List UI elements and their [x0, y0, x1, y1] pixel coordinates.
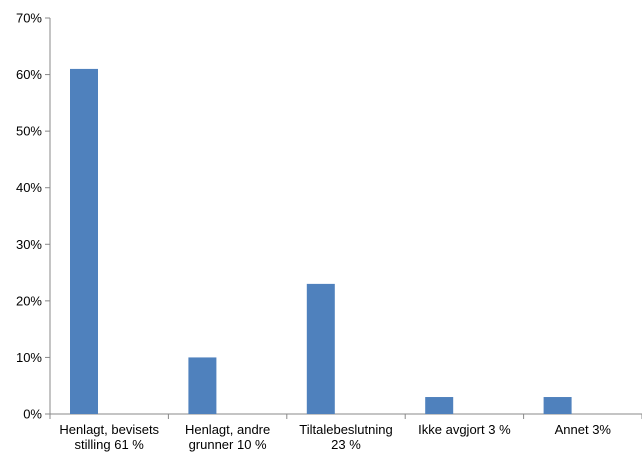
x-category-label-line: Tiltalebeslutning — [299, 422, 392, 437]
bar — [543, 397, 572, 414]
y-tick-label: 20% — [16, 293, 42, 308]
y-tick-label: 60% — [16, 67, 42, 82]
x-category-label-line: Annet 3% — [555, 422, 612, 437]
bar — [70, 68, 98, 415]
x-axis: Henlagt, bevisets stilling 61 % Henlagt, a… — [49, 413, 642, 452]
x-category-label: Ikke avgjort 3 % — [418, 422, 511, 437]
x-category-label: Tiltalebeslutning 23 % — [299, 422, 392, 452]
x-category-label-line: 23 % — [331, 437, 361, 452]
x-category-label-line: Henlagt, bevisets — [59, 422, 159, 437]
y-tick-label: 70% — [16, 11, 42, 26]
y-tick-label: 10% — [16, 350, 42, 365]
y-tick-label: 40% — [16, 180, 42, 195]
x-category-label-line: grunner 10 % — [189, 437, 267, 452]
bar — [188, 357, 217, 414]
y-tick-label: 30% — [16, 237, 42, 252]
y-tick-label: 0% — [23, 407, 42, 422]
y-axis: 0% 10% 20% 30% 40% 50% 60% 70% — [16, 11, 51, 422]
x-category-label: Annet 3% — [555, 422, 612, 437]
x-category-label-line: Henlagt, andre — [185, 422, 270, 437]
x-category-label-line: stilling 61 % — [75, 437, 145, 452]
x-category-label: Henlagt, andre grunner 10 % — [185, 422, 270, 452]
bars — [70, 68, 572, 415]
x-category-label: Henlagt, bevisets stilling 61 % — [59, 422, 159, 452]
x-category-label-line: Ikke avgjort 3 % — [418, 422, 511, 437]
bar — [425, 397, 454, 414]
y-tick-label: 50% — [16, 124, 42, 139]
bar — [306, 283, 335, 414]
